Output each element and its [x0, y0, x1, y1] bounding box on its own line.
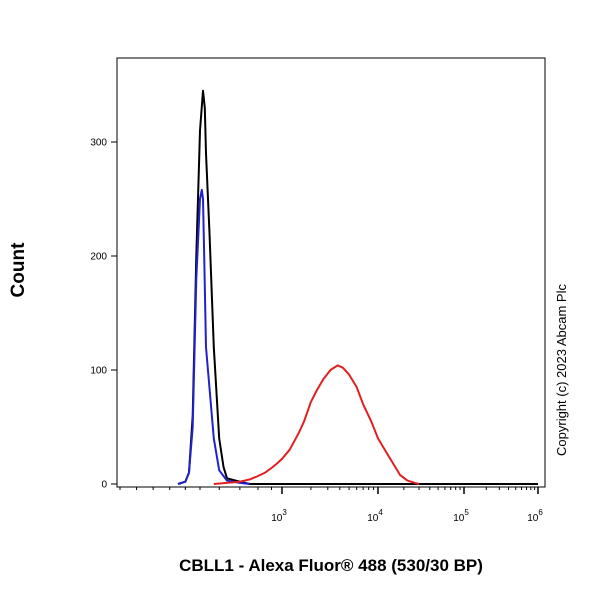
x-tick-label: 104 — [367, 508, 383, 524]
y-tick-label: 300 — [90, 138, 107, 149]
x-axis-ticks: 103 104 105 106 — [119, 487, 543, 524]
series-layer — [177, 89, 538, 485]
y-tick-label: 0 — [101, 480, 107, 491]
y-axis-label: Count — [8, 242, 29, 298]
x-axis-label: CBLL1 - Alexa Fluor® 488 (530/30 BP) — [179, 556, 483, 575]
series-line-1 — [177, 89, 538, 485]
x-tick-label: 105 — [453, 508, 469, 524]
copyright-watermark: Copyright (c) 2023 Abcam Plc — [554, 284, 569, 456]
x-tick-label: 103 — [271, 508, 287, 524]
x-tick-label: 106 — [527, 508, 543, 524]
plot-frame — [116, 57, 546, 488]
series-line-3 — [213, 364, 420, 485]
y-tick-label: 200 — [90, 252, 107, 263]
y-axis-ticks: 0 100 200 300 — [90, 138, 117, 491]
series-line-2 — [177, 188, 250, 485]
y-tick-label: 100 — [90, 366, 107, 377]
